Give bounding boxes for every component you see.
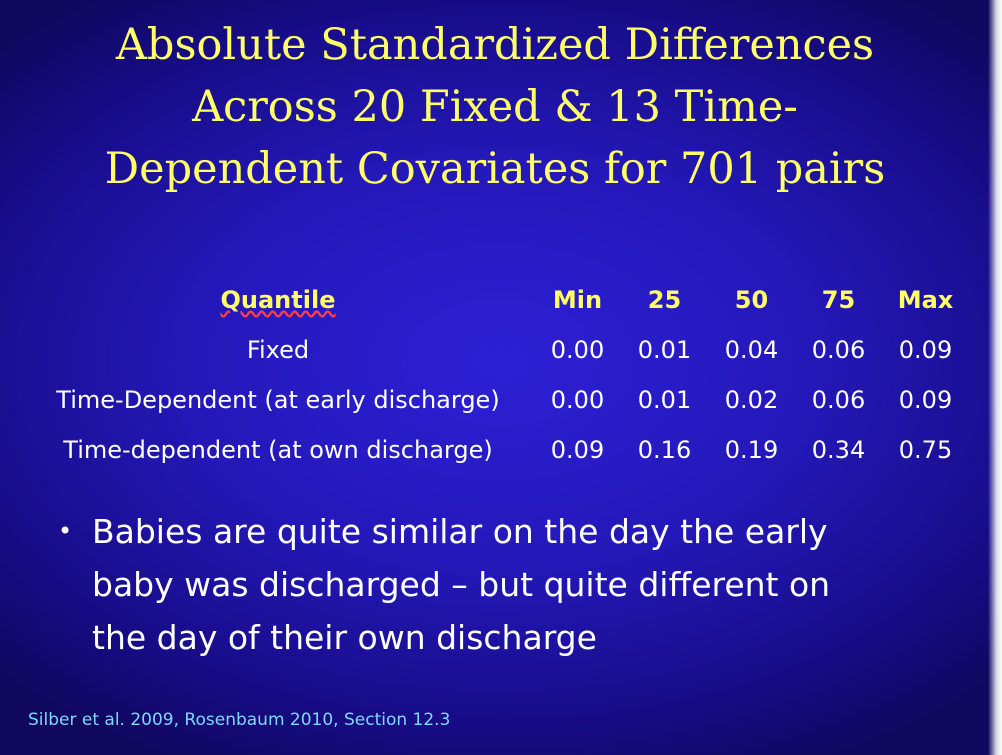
table-cell: 0.75 bbox=[898, 436, 953, 464]
title-line-1: Absolute Standardized Differences bbox=[115, 20, 875, 70]
slide-title: Absolute Standardized Differences Across… bbox=[0, 14, 990, 200]
quantile-table: Quantile Min 25 50 75 Max Fixed 0.00 0.0… bbox=[22, 275, 969, 475]
table-cell: 0.34 bbox=[811, 436, 866, 464]
table-cell: 0.00 bbox=[550, 386, 605, 414]
slide-edge bbox=[988, 0, 1002, 755]
table-cell: 0.09 bbox=[550, 436, 605, 464]
table-cell: 0.19 bbox=[724, 436, 779, 464]
header-max: Max bbox=[897, 286, 954, 314]
row-label: Fixed bbox=[246, 336, 310, 364]
table-cell: 0.02 bbox=[724, 386, 779, 414]
title-line-3: Dependent Covariates for 701 pairs bbox=[104, 144, 886, 194]
bullet-icon: • bbox=[58, 517, 73, 545]
row-label: Time-Dependent (at early discharge) bbox=[56, 386, 500, 414]
table-cell: 0.00 bbox=[550, 336, 605, 364]
row-label: Time-dependent (at own discharge) bbox=[63, 436, 493, 464]
bullet-line-2: baby was discharged – but quite differen… bbox=[92, 565, 831, 604]
header-75: 75 bbox=[821, 286, 856, 314]
table-row: Fixed 0.00 0.01 0.04 0.06 0.09 bbox=[22, 325, 969, 375]
table-header-row: Quantile Min 25 50 75 Max bbox=[22, 275, 969, 325]
citation: Silber et al. 2009, Rosenbaum 2010, Sect… bbox=[28, 710, 451, 730]
table-cell: 0.09 bbox=[898, 336, 953, 364]
header-25: 25 bbox=[647, 286, 682, 314]
table-cell: 0.09 bbox=[898, 386, 953, 414]
bullet-line-1: Babies are quite similar on the day the … bbox=[92, 512, 828, 551]
table-row: Time-dependent (at own discharge) 0.09 0… bbox=[22, 425, 969, 475]
table-cell: 0.06 bbox=[811, 336, 866, 364]
table-cell: 0.01 bbox=[637, 386, 692, 414]
bullet-text: Babies are quite similar on the day the … bbox=[92, 505, 830, 664]
header-50: 50 bbox=[734, 286, 769, 314]
table-row: Time-Dependent (at early discharge) 0.00… bbox=[22, 375, 969, 425]
table-cell: 0.01 bbox=[637, 336, 692, 364]
bullet-line-3: the day of their own discharge bbox=[92, 618, 597, 657]
header-quantile: Quantile bbox=[220, 286, 336, 314]
table-cell: 0.06 bbox=[811, 386, 866, 414]
table-cell: 0.16 bbox=[637, 436, 692, 464]
header-min: Min bbox=[552, 286, 603, 314]
table-cell: 0.04 bbox=[724, 336, 779, 364]
title-line-2: Across 20 Fixed & 13 Time- bbox=[192, 82, 798, 132]
